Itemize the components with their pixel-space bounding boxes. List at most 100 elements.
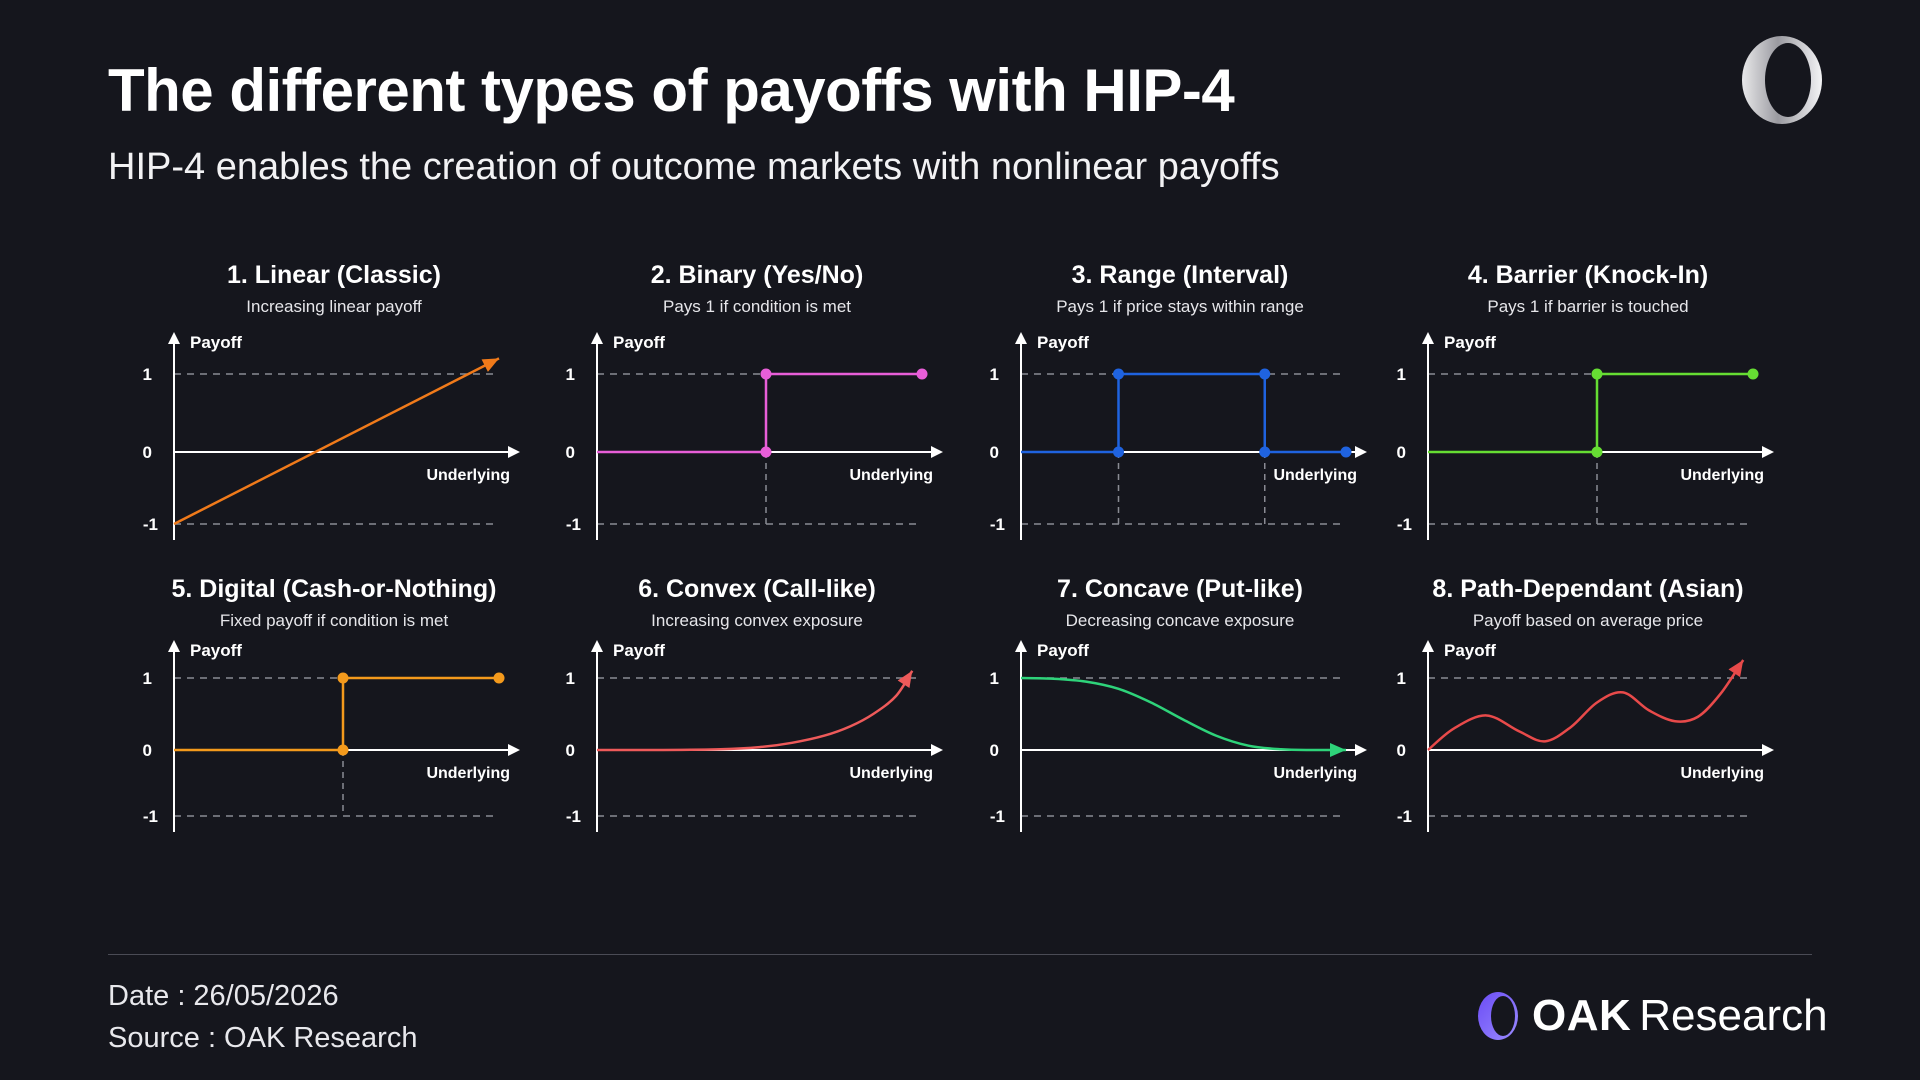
chart-title: 8. Path-Dependant (Asian) (1432, 575, 1743, 603)
series-line (1020, 676, 1347, 752)
y-axis-arrow (1422, 332, 1434, 344)
chart-subtitle: Pays 1 if price stays within range (1056, 297, 1304, 316)
data-point (337, 744, 349, 756)
brand-name-light: Research (1639, 991, 1828, 1040)
chart-subtitle: Fixed payoff if condition is met (220, 611, 449, 630)
y-tick-label: 1 (566, 365, 575, 384)
data-point (493, 672, 505, 684)
series-arrowhead (1728, 660, 1744, 678)
oak-research-logo-icon (1478, 992, 1518, 1040)
y-tick-label: -1 (1397, 807, 1412, 826)
data-point (1747, 368, 1759, 380)
data-point (1591, 446, 1603, 458)
data-point (1259, 446, 1271, 458)
y-tick-label: 0 (990, 741, 999, 760)
data-point (760, 368, 772, 380)
y-tick-label: -1 (143, 515, 158, 534)
x-axis-arrow (931, 744, 943, 756)
y-tick-label: -1 (1397, 515, 1412, 534)
chart-title: 1. Linear (Classic) (227, 261, 441, 289)
y-tick-label: 1 (990, 365, 999, 384)
x-axis-arrow (1355, 744, 1367, 756)
series-line (596, 670, 914, 752)
series-arrowhead (1330, 743, 1346, 757)
y-tick-label: 1 (1397, 365, 1406, 384)
chart-title: 2. Binary (Yes/No) (651, 261, 864, 289)
x-axis-label: Underlying (426, 765, 510, 782)
y-tick-label: -1 (990, 515, 1005, 534)
brand-logo: OAK Research (1476, 988, 1828, 1044)
series-line (1021, 372, 1346, 454)
y-axis-label: Payoff (613, 641, 665, 660)
page-subtitle: HIP-4 enables the creation of outcome ma… (108, 146, 1280, 188)
chart-title: 5. Digital (Cash-or-Nothing) (172, 575, 497, 603)
y-tick-label: 1 (143, 669, 152, 688)
chart-title: 7. Concave (Put-like) (1057, 575, 1303, 603)
y-tick-label: -1 (566, 807, 581, 826)
footer-date: Date : 26/05/2026 (108, 980, 339, 1012)
data-point (337, 672, 349, 684)
series-arrowhead (481, 358, 499, 372)
x-axis-label: Underlying (1680, 765, 1764, 782)
y-tick-label: 1 (143, 365, 152, 384)
x-axis-arrow (508, 744, 520, 756)
chart-title: 3. Range (Interval) (1072, 261, 1289, 289)
series-line (597, 372, 922, 454)
chart-subtitle: Decreasing concave exposure (1066, 611, 1295, 630)
data-point (1113, 446, 1124, 458)
y-axis-label: Payoff (1037, 641, 1089, 660)
series-line (1427, 659, 1745, 751)
y-tick-label: 0 (990, 443, 999, 462)
data-point (760, 446, 772, 458)
y-tick-label: 1 (566, 669, 575, 688)
x-axis-label: Underlying (426, 467, 510, 484)
brand-name-bold: OAK (1532, 991, 1632, 1040)
y-axis-label: Payoff (190, 641, 242, 660)
chart-subtitle: Increasing convex exposure (651, 611, 863, 630)
chart-subtitle: Pays 1 if barrier is touched (1487, 297, 1688, 316)
y-tick-label: 0 (143, 443, 152, 462)
page-title: The different types of payoffs with HIP-… (108, 57, 1235, 124)
chart-title: 4. Barrier (Knock-In) (1468, 261, 1708, 289)
chart-subtitle: Increasing linear payoff (246, 297, 422, 316)
y-axis-arrow (1422, 640, 1434, 652)
y-tick-label: -1 (143, 807, 158, 826)
series-line (174, 676, 499, 752)
x-axis-label: Underlying (1273, 467, 1357, 484)
data-point (1113, 368, 1124, 380)
series-line (1428, 372, 1753, 454)
x-axis-arrow (1355, 446, 1367, 458)
y-axis-label: Payoff (190, 333, 242, 352)
y-axis-arrow (591, 640, 603, 652)
x-axis-arrow (931, 446, 943, 458)
data-point (916, 368, 928, 380)
y-tick-label: 0 (1397, 741, 1406, 760)
chart-title: 6. Convex (Call-like) (638, 575, 876, 603)
y-tick-label: 1 (1397, 669, 1406, 688)
series-line (173, 357, 500, 526)
footer-divider (108, 954, 1812, 955)
series-arrowhead (897, 670, 913, 689)
y-tick-label: 0 (1397, 443, 1406, 462)
y-axis-arrow (168, 640, 180, 652)
y-tick-label: -1 (990, 807, 1005, 826)
data-point (1591, 368, 1603, 380)
x-axis-arrow (1762, 446, 1774, 458)
chart-subtitle: Pays 1 if condition is met (663, 297, 851, 316)
x-axis-label: Underlying (1273, 765, 1357, 782)
oak-ring-logo-icon (1742, 36, 1822, 124)
x-axis-arrow (508, 446, 520, 458)
x-axis-label: Underlying (849, 467, 933, 484)
y-axis-label: Payoff (613, 333, 665, 352)
data-point (1340, 446, 1352, 458)
y-axis-arrow (591, 332, 603, 344)
y-tick-label: 0 (566, 443, 575, 462)
y-tick-label: 0 (566, 741, 575, 760)
y-tick-label: -1 (566, 515, 581, 534)
data-point (1259, 368, 1271, 380)
y-tick-label: 1 (990, 669, 999, 688)
y-axis-arrow (1015, 332, 1027, 344)
x-axis-label: Underlying (849, 765, 933, 782)
y-axis-label: Payoff (1444, 333, 1496, 352)
